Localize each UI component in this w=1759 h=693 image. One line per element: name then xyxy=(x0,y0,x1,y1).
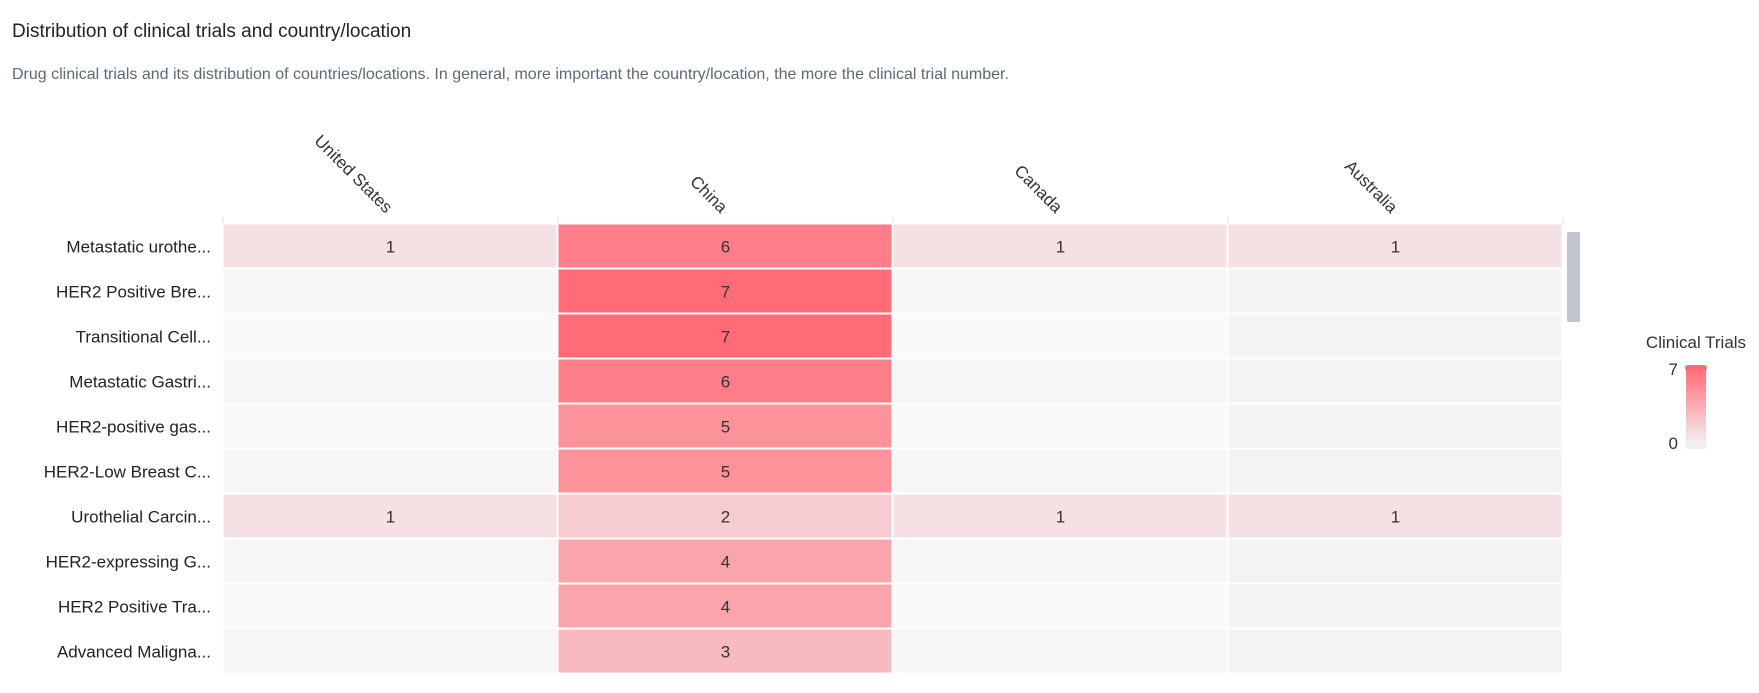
heatmap-cell[interactable] xyxy=(223,314,557,358)
cell-value-label: 7 xyxy=(721,328,730,347)
column-label: United States xyxy=(311,131,397,217)
legend-title: Clinical Trials xyxy=(1646,333,1746,352)
legend-gradient-bar xyxy=(1686,368,1706,446)
row-label: HER2-Low Breast C... xyxy=(44,463,211,482)
heatmap-cell[interactable] xyxy=(1228,314,1562,358)
cell-value-label: 6 xyxy=(721,238,730,257)
cell-value-label: 2 xyxy=(721,508,730,527)
legend-handle-min[interactable] xyxy=(1685,443,1707,449)
cell-value-label: 1 xyxy=(386,238,395,257)
visual-map-legend[interactable]: Clinical Trials 7 0 xyxy=(1646,333,1746,453)
row-label: Urothelial Carcin... xyxy=(71,508,211,527)
heatmap-cell[interactable] xyxy=(223,269,557,313)
column-labels: United States China Canada Australia xyxy=(311,131,1402,217)
row-label: HER2 Positive Tra... xyxy=(58,598,211,617)
cell-value-label: 3 xyxy=(721,643,730,662)
heatmap-cell[interactable] xyxy=(1228,449,1562,493)
column-label: Canada xyxy=(1011,161,1067,217)
column-label: China xyxy=(686,172,731,217)
heatmap-cell[interactable] xyxy=(893,449,1227,493)
cell-value-label: 1 xyxy=(1391,238,1400,257)
row-label: HER2-expressing G... xyxy=(46,553,211,572)
heatmap-cell[interactable] xyxy=(223,404,557,448)
heatmap-cell[interactable] xyxy=(893,584,1227,628)
legend-min-label: 0 xyxy=(1669,434,1678,453)
cell-value-label: 5 xyxy=(721,463,730,482)
cell-value-label: 1 xyxy=(1391,508,1400,527)
heatmap-cell[interactable] xyxy=(223,359,557,403)
cell-value-label: 6 xyxy=(721,373,730,392)
heatmap-cell[interactable] xyxy=(223,449,557,493)
row-label: Metastatic urothe... xyxy=(66,238,211,257)
scrollbar-thumb[interactable] xyxy=(1567,232,1580,322)
heatmap-cell[interactable] xyxy=(893,404,1227,448)
row-label: HER2 Positive Bre... xyxy=(56,283,211,302)
legend-handle-max[interactable] xyxy=(1685,365,1707,371)
row-label: Metastatic Gastri... xyxy=(69,373,211,392)
heatmap-cell[interactable] xyxy=(1228,539,1562,583)
heatmap-cell[interactable] xyxy=(223,629,557,673)
heatmap-cell[interactable] xyxy=(1228,269,1562,313)
row-label: Transitional Cell... xyxy=(76,328,211,347)
cell-value-label: 1 xyxy=(1056,508,1065,527)
heatmap-cell[interactable] xyxy=(223,539,557,583)
heatmap-cell[interactable] xyxy=(893,269,1227,313)
cell-value-label: 5 xyxy=(721,418,730,437)
heatmap-grid: 1611776551211443 xyxy=(223,217,1563,674)
row-label: HER2-positive gas... xyxy=(56,418,211,437)
row-labels: Metastatic urothe... HER2 Positive Bre...… xyxy=(44,238,211,662)
row-label: Advanced Maligna... xyxy=(57,643,211,662)
column-label: Australia xyxy=(1341,157,1402,218)
scrollbar[interactable] xyxy=(1567,232,1580,322)
cell-value-label: 7 xyxy=(721,283,730,302)
heatmap-cell[interactable] xyxy=(1228,584,1562,628)
heatmap-cell[interactable] xyxy=(893,629,1227,673)
cell-value-label: 4 xyxy=(721,598,730,617)
cell-value-label: 4 xyxy=(721,553,730,572)
cell-value-label: 1 xyxy=(1056,238,1065,257)
cell-value-label: 1 xyxy=(386,508,395,527)
heatmap-cell[interactable] xyxy=(893,359,1227,403)
heatmap-cell[interactable] xyxy=(893,314,1227,358)
legend-max-label: 7 xyxy=(1669,360,1678,379)
heatmap-cell[interactable] xyxy=(1228,629,1562,673)
heatmap-cell[interactable] xyxy=(1228,404,1562,448)
heatmap-cell[interactable] xyxy=(1228,359,1562,403)
heatmap-cell[interactable] xyxy=(893,539,1227,583)
heatmap-cell[interactable] xyxy=(223,584,557,628)
